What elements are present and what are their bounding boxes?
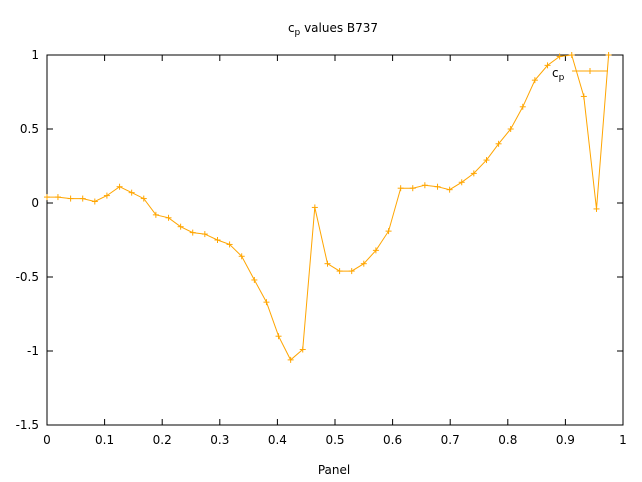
data-point [54,194,61,201]
data-point [189,229,196,236]
chart-title: cp values B737 [288,21,378,38]
data-point [360,260,367,267]
data-point [44,194,50,201]
data-point [348,268,355,275]
data-point [544,62,551,69]
data-point [251,276,258,283]
legend: cp [552,66,608,83]
data-point [287,356,294,363]
legend-sample [572,68,608,74]
x-tick-label: 0.6 [383,433,402,447]
data-point [177,223,184,230]
x-tick-label: 0.1 [95,433,114,447]
data-point [214,237,221,243]
data-point [128,189,135,196]
data-point [165,214,172,221]
data-point [531,77,538,84]
data-point [409,185,416,192]
data-point [201,231,208,238]
data-point [397,185,404,192]
data-point [372,247,379,254]
data-point [556,53,563,60]
series-line [47,54,610,361]
x-tick-label: 0.2 [153,433,172,447]
data-point [67,195,74,202]
data-point [507,126,514,132]
data-point [299,346,306,353]
y-tick-label: -1.5 [16,418,39,432]
plot-border [46,54,624,426]
data-point [421,182,428,189]
x-tick-label: 0 [43,433,51,447]
x-tick-label: 0.5 [325,433,344,447]
y-tick-label: 1 [31,48,39,62]
data-point [238,253,245,260]
x-axis: 0 0.1 0.2 0.3 0.4 0.5 0.6 0.7 0.8 0.9 1 [43,55,627,447]
data-point [580,93,587,100]
data-point [103,192,110,199]
data-point [458,179,465,186]
data-point [226,241,233,248]
data-point [275,333,282,340]
x-tick-label: 0.4 [268,433,287,447]
data-point [483,157,490,164]
y-axis: 1 0.5 0 -0.5 -1 -1.5 [16,48,623,432]
x-tick-label: 1 [619,433,627,447]
x-axis-label: Panel [318,463,350,477]
x-tick-label: 0.9 [556,433,575,447]
legend-label: cp [552,66,565,83]
x-tick-label: 0.8 [498,433,517,447]
x-tick-label: 0.7 [441,433,460,447]
data-point [470,170,477,177]
chart-title-subscript: p [295,28,301,38]
y-tick-label: -0.5 [16,270,39,284]
data-point [152,211,159,218]
data-point [446,186,453,193]
x-tick-label: 0.3 [210,433,229,447]
data-point [605,52,612,58]
y-tick-label: -1 [27,344,39,358]
data-point [495,140,502,147]
chart-title-rest: values B737 [300,21,378,35]
y-tick-label: 0.5 [20,122,39,136]
data-point [116,183,123,190]
data-point [336,268,343,275]
data-point [519,103,526,110]
data-point [79,195,86,202]
data-point [385,228,392,235]
series-layer [44,52,612,363]
data-point [311,204,318,211]
data-point [91,198,98,205]
data-point [593,205,600,212]
data-point [568,52,575,58]
data-point [140,195,147,202]
y-tick-label: 0 [31,196,39,210]
data-point [263,299,270,306]
data-point [434,183,441,190]
data-point [324,260,331,267]
legend-label-subscript: p [559,73,565,83]
